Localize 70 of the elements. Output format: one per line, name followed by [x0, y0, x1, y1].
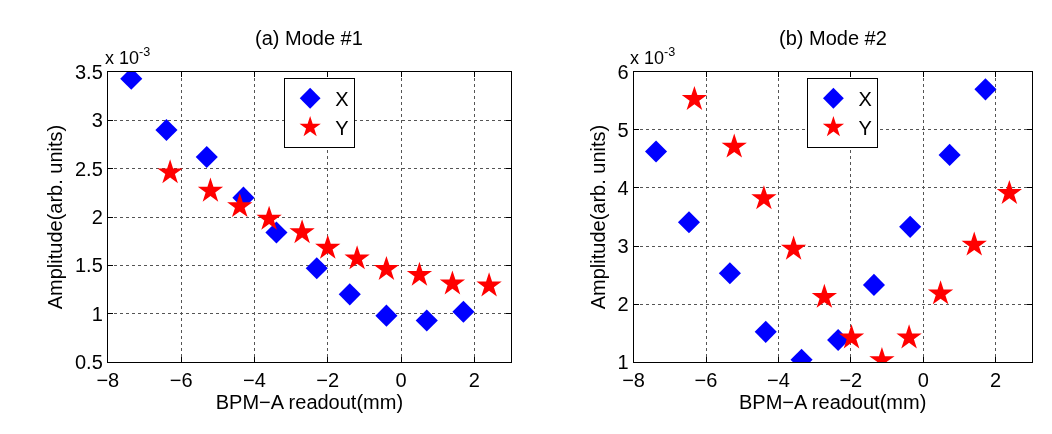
point [227, 193, 253, 218]
point [938, 143, 961, 166]
point [721, 133, 747, 158]
point [899, 215, 922, 238]
point [838, 324, 865, 349]
x-axis-title: BPM−A readout(mm) [215, 391, 404, 414]
text: x 10$^{-3}$ [105, 45, 151, 68]
x-tick-label: 2 [990, 369, 1002, 392]
legend-label: Y [335, 117, 349, 140]
point [751, 185, 777, 210]
point [811, 283, 838, 308]
legend-label: X [858, 88, 872, 111]
x-tick-label: −6 [169, 369, 193, 392]
chart-title: (b) Mode #2 [779, 27, 887, 49]
point [718, 262, 741, 285]
point [974, 78, 997, 101]
x-tick-label: 2 [468, 369, 480, 392]
point [927, 280, 954, 305]
x-tick-label: −4 [243, 369, 266, 392]
point [961, 231, 987, 256]
legend-label: Y [858, 117, 872, 140]
point [338, 283, 361, 306]
chart-title: (a) Mode #1 [255, 27, 363, 49]
point [305, 257, 328, 280]
point [681, 85, 708, 110]
x-tick-label: 0 [395, 369, 407, 392]
y-tick-label: 3.5 [74, 60, 103, 83]
point [476, 272, 502, 297]
point [406, 261, 433, 286]
point [157, 159, 183, 184]
point [644, 140, 668, 163]
x-tick-label: −4 [766, 369, 790, 392]
x-axis-title: BPM−A readout(mm) [739, 391, 927, 414]
y-tick-label: 2.5 [74, 157, 103, 180]
point [996, 179, 1022, 204]
point [452, 300, 475, 323]
point [862, 273, 886, 296]
point [265, 221, 288, 244]
x-tick-label: −6 [694, 369, 718, 392]
point [373, 255, 400, 280]
y-tick-label: 5 [617, 118, 629, 141]
point [677, 211, 701, 234]
x-tick-label: −2 [316, 369, 340, 392]
point [344, 245, 370, 270]
point [754, 320, 777, 343]
y-tick-label: 6 [617, 60, 629, 83]
y-tick-label: 3 [617, 235, 629, 258]
y-tick-label: 2 [617, 293, 629, 316]
point [289, 219, 315, 244]
point [415, 309, 438, 332]
y-axis-title: Amplitude(arb. units) [586, 124, 609, 310]
point [195, 146, 218, 169]
y-tick-label: 1 [91, 302, 103, 325]
point [896, 324, 922, 349]
y-tick-label: 1.5 [74, 254, 103, 277]
point [780, 235, 807, 260]
y-tick-label: 3 [91, 109, 103, 132]
x-tick-label: −2 [839, 369, 863, 392]
legend-label: X [335, 88, 349, 111]
point [315, 234, 341, 259]
text: x 10$^{-3}$ [630, 45, 676, 68]
point [256, 205, 282, 230]
y-tick-label: 2 [91, 206, 103, 228]
x-tick-label: 0 [917, 369, 929, 392]
point [155, 118, 178, 142]
point [197, 177, 224, 202]
y-axis-title: Amplitude(arb. units) [44, 124, 67, 310]
point [375, 304, 398, 327]
y-tick-label: 4 [617, 176, 629, 199]
point [439, 270, 466, 295]
